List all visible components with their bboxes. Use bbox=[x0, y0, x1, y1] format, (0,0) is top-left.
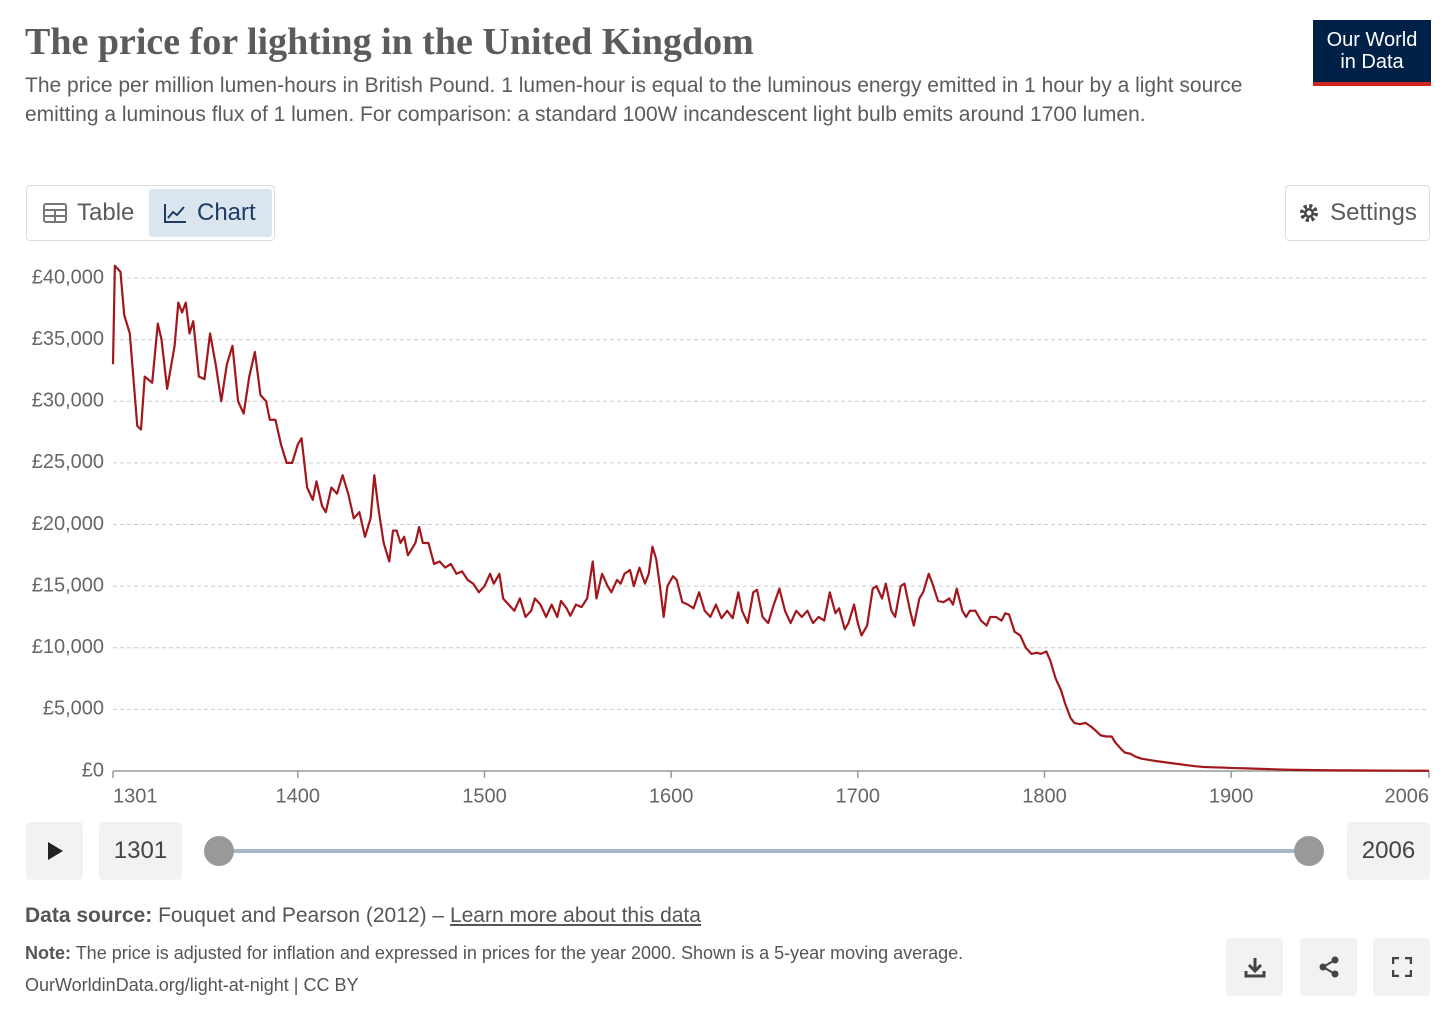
y-tick-label: £5,000 bbox=[43, 698, 104, 720]
play-icon bbox=[47, 842, 63, 860]
chart-tab[interactable]: Chart bbox=[149, 189, 272, 237]
logo-line: in Data bbox=[1340, 51, 1404, 73]
play-button[interactable] bbox=[26, 822, 83, 880]
chart-icon bbox=[164, 204, 186, 223]
logo-line: Our World bbox=[1326, 29, 1418, 51]
timeline-end-handle[interactable] bbox=[1294, 836, 1324, 866]
y-tick-label: £30,000 bbox=[32, 390, 104, 412]
tab-label: Chart bbox=[197, 199, 256, 226]
data-line bbox=[111, 264, 1430, 772]
share-icon bbox=[1319, 956, 1338, 978]
y-tick-label: £20,000 bbox=[32, 513, 104, 535]
x-tick-label: 1400 bbox=[276, 785, 321, 807]
x-tick-label: 1600 bbox=[649, 785, 694, 807]
settings-button[interactable]: Settings bbox=[1285, 185, 1430, 241]
y-tick-label: £10,000 bbox=[32, 636, 104, 658]
fullscreen-icon bbox=[1391, 957, 1412, 977]
source-url: OurWorldinData.org/light-at-night | CC B… bbox=[25, 975, 359, 995]
y-tick-label: £35,000 bbox=[32, 328, 104, 350]
x-tick-label: 1900 bbox=[1209, 785, 1254, 807]
source-label: Data source: bbox=[25, 904, 153, 927]
x-tick-label: 1800 bbox=[1022, 785, 1067, 807]
gear-icon bbox=[1300, 204, 1319, 222]
timeline-end-label: 2006 bbox=[1347, 822, 1430, 880]
source-text: Fouquet and Pearson (2012) – bbox=[158, 904, 445, 927]
y-tick-label: £40,000 bbox=[32, 266, 104, 288]
settings-label: Settings bbox=[1330, 199, 1417, 226]
note: Note: The price is adjusted for inflatio… bbox=[25, 943, 963, 964]
x-tick-label: 1700 bbox=[836, 785, 881, 807]
share-button[interactable] bbox=[1300, 938, 1357, 996]
data-source: Data source: Fouquet and Pearson (2012) … bbox=[25, 904, 701, 928]
fullscreen-button[interactable] bbox=[1373, 938, 1430, 996]
download-button[interactable] bbox=[1226, 938, 1283, 996]
download-icon bbox=[1244, 958, 1265, 978]
chart-subtitle: The price per million lumen-hours in Bri… bbox=[25, 74, 1243, 126]
table-tab[interactable]: Table bbox=[29, 189, 147, 237]
timeline-start-label: 1301 bbox=[99, 822, 182, 880]
table-icon bbox=[43, 203, 67, 223]
y-tick-label: £0 bbox=[82, 759, 104, 781]
x-tick-label: 1301 bbox=[113, 785, 158, 807]
y-tick-label: £15,000 bbox=[32, 574, 104, 596]
note-label: Note: bbox=[25, 943, 71, 963]
chart-title: The price for lighting in the United Kin… bbox=[25, 21, 754, 63]
x-tick-label: 2006 bbox=[1385, 785, 1430, 807]
source-link[interactable]: Learn more about this data bbox=[449, 904, 701, 927]
tab-label: Table bbox=[77, 199, 135, 226]
y-tick-label: £25,000 bbox=[32, 451, 104, 473]
view-tabs: Table Chart bbox=[26, 185, 275, 241]
logo[interactable]: Our World in Data bbox=[1313, 20, 1431, 86]
note-text: The price is adjusted for inflation and … bbox=[75, 943, 964, 963]
timeline-start-handle[interactable] bbox=[204, 836, 234, 866]
x-tick-label: 1500 bbox=[462, 785, 507, 807]
